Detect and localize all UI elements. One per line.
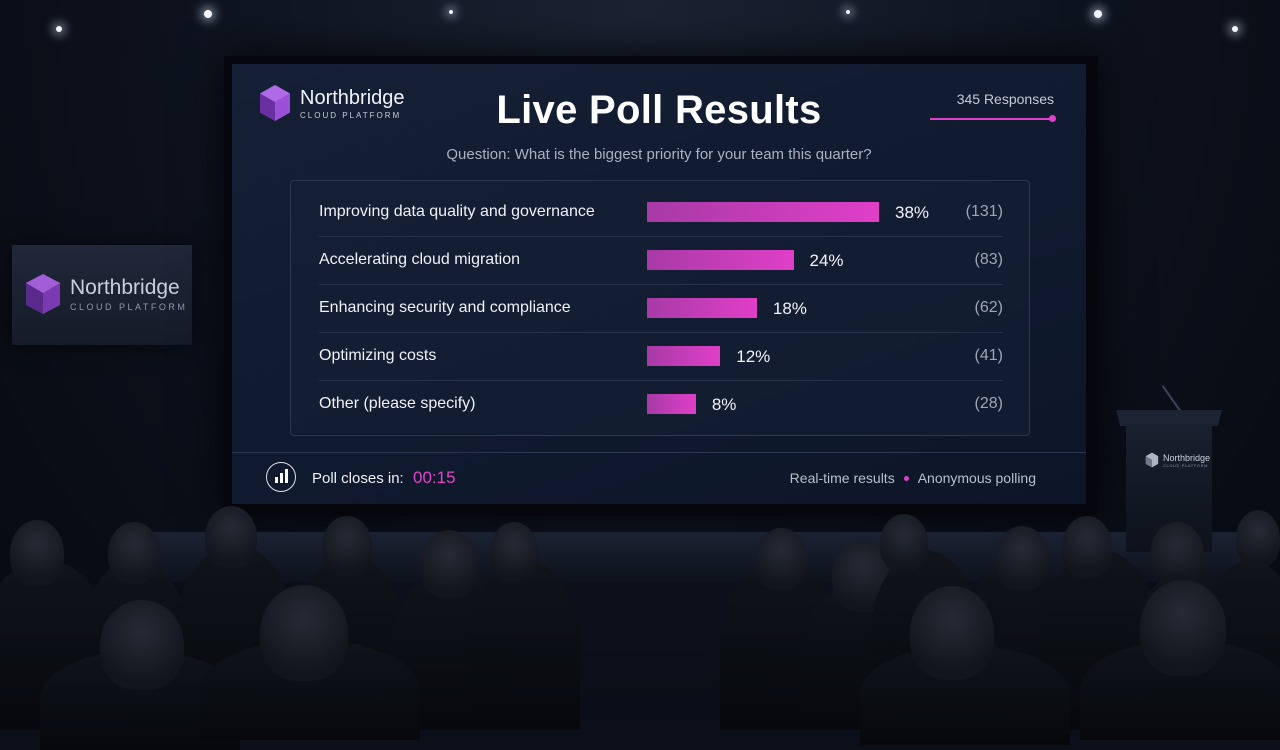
poll-countdown: 00:15 — [413, 468, 456, 487]
option-label: Improving data quality and governance — [319, 203, 595, 220]
percent-label: 18% — [772, 299, 807, 318]
audience-member — [755, 528, 807, 590]
audience-member — [910, 586, 994, 680]
responses-progress-dot — [1049, 115, 1056, 122]
ceiling-light — [204, 10, 212, 18]
hexagon-logo-icon — [26, 274, 60, 314]
count-label: (131) — [965, 203, 1003, 220]
audience-member — [1062, 516, 1112, 578]
row-divider — [319, 284, 1003, 285]
wall-brand-name: Northbridge — [70, 275, 180, 299]
option-label: Other (please specify) — [319, 395, 476, 412]
poll-screen: Northbridge CLOUD PLATFORM Live Poll Res… — [232, 64, 1086, 504]
separator-dot — [903, 475, 909, 481]
row-divider — [319, 332, 1003, 333]
result-bar — [647, 250, 794, 270]
percent-label: 12% — [736, 347, 771, 366]
audience-member — [470, 560, 580, 730]
ceiling-light — [846, 10, 850, 14]
count-label: (83) — [974, 251, 1003, 268]
ceiling-light — [56, 26, 62, 32]
result-row: Improving data quality and governance 38… — [319, 189, 1003, 237]
percent-label: 8% — [711, 395, 737, 414]
brand-name: Northbridge — [300, 86, 405, 109]
poll-title: Live Poll Results — [496, 88, 822, 132]
audience-member — [420, 530, 478, 598]
audience-member — [1150, 522, 1204, 588]
audience-member — [322, 516, 372, 576]
responses-progress-line — [930, 118, 1052, 120]
audience-member — [10, 520, 64, 586]
poll-closes-label: Poll closes in: — [312, 470, 404, 487]
audience-member — [1140, 580, 1226, 676]
audience-member — [995, 526, 1049, 590]
count-label: (28) — [974, 395, 1003, 412]
ceiling-light — [1094, 10, 1102, 18]
anonymous-label: Anonymous polling — [917, 470, 1036, 486]
audience-member — [1236, 510, 1280, 568]
results-table: Improving data quality and governance 38… — [290, 180, 1030, 436]
result-row: Accelerating cloud migration 24% (83) — [319, 237, 1003, 285]
podium-brand-name: Northbridge — [1163, 452, 1211, 463]
audience-member — [100, 600, 184, 690]
result-bar — [647, 394, 696, 414]
hexagon-logo-icon — [1145, 452, 1159, 468]
poll-question: Question: What is the biggest priority f… — [446, 146, 872, 163]
result-bar — [647, 202, 879, 222]
brand-tagline: CLOUD PLATFORM — [300, 110, 402, 120]
percent-label: 38% — [895, 203, 930, 222]
bar-chart-icon — [266, 462, 296, 492]
audience-member — [108, 522, 160, 584]
count-label: (41) — [974, 347, 1003, 364]
screen-logo: Northbridge CLOUD PLATFORM — [258, 84, 405, 122]
option-label: Accelerating cloud migration — [319, 251, 520, 268]
wall-brand-tagline: CLOUD PLATFORM — [70, 301, 188, 312]
result-bar — [647, 298, 757, 318]
audience-member — [490, 522, 538, 582]
audience-member — [880, 514, 928, 572]
audience-member — [260, 585, 348, 681]
result-row: Optimizing costs 12% (41) — [319, 333, 1003, 381]
footer-info: Real-time results Anonymous polling — [790, 470, 1036, 486]
realtime-label: Real-time results — [789, 470, 895, 486]
row-divider — [319, 380, 1003, 381]
count-label: (62) — [974, 299, 1003, 316]
podium-brand-tagline: CLOUD PLATFORM — [1163, 462, 1208, 468]
audience-member — [205, 506, 257, 568]
result-row: Other (please specify) 8% (28) — [319, 381, 1003, 429]
result-bar — [647, 346, 721, 366]
hexagon-logo-icon — [260, 85, 290, 121]
wall-logo: Northbridge CLOUD PLATFORM — [24, 272, 187, 316]
result-row: Enhancing security and compliance 18% (6… — [319, 285, 1003, 333]
podium-top — [1116, 410, 1222, 426]
footer-divider — [232, 452, 1086, 453]
podium-logo: Northbridge CLOUD PLATFORM — [1145, 452, 1210, 468]
row-divider — [319, 236, 1003, 237]
responses-count: 345 Responses — [956, 91, 1054, 107]
ceiling-light — [1232, 26, 1238, 32]
percent-label: 24% — [809, 251, 844, 270]
option-label: Enhancing security and compliance — [319, 299, 571, 316]
option-label: Optimizing costs — [319, 347, 437, 364]
ceiling-light — [449, 10, 453, 14]
